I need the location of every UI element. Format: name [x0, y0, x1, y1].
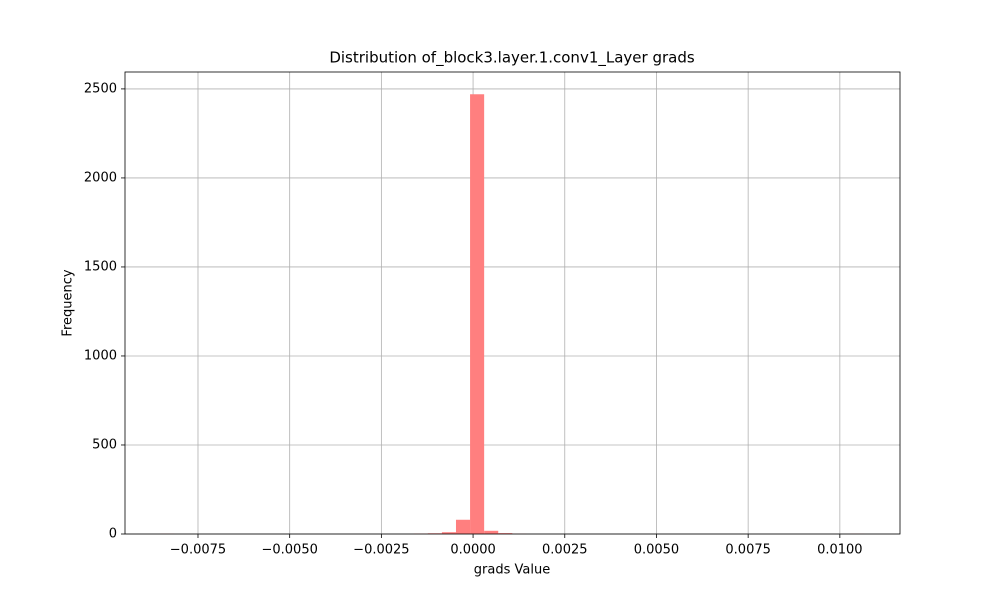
- y-tick-label: 1500: [84, 259, 117, 274]
- x-tick-label: 0.0000: [450, 543, 496, 558]
- bar: [455, 519, 471, 534]
- x-tick-label: −0.0025: [353, 543, 409, 558]
- x-tick-label: 0.0025: [542, 543, 588, 558]
- x-tick-label: −0.0050: [261, 543, 317, 558]
- bar: [441, 532, 456, 534]
- x-tick-label: 0.0100: [817, 543, 863, 558]
- bar: [498, 533, 513, 534]
- y-tick-label: 2500: [84, 81, 117, 96]
- chart-title: Distribution of_block3.layer.1.conv1_Lay…: [329, 49, 695, 68]
- x-tick-label: 0.0050: [634, 543, 680, 558]
- bar: [484, 530, 499, 534]
- y-tick-label: 500: [92, 437, 117, 452]
- x-axis-label: grads Value: [474, 563, 550, 578]
- bar: [470, 94, 485, 534]
- y-axis-label: Frequency: [61, 269, 76, 336]
- y-tick-label: 0: [109, 527, 117, 542]
- y-tick-label: 1000: [84, 348, 117, 363]
- x-tick-label: −0.0075: [170, 543, 226, 558]
- x-tick-label: 0.0075: [725, 543, 771, 558]
- y-tick-label: 2000: [84, 170, 117, 185]
- plot-frame: [124, 71, 901, 535]
